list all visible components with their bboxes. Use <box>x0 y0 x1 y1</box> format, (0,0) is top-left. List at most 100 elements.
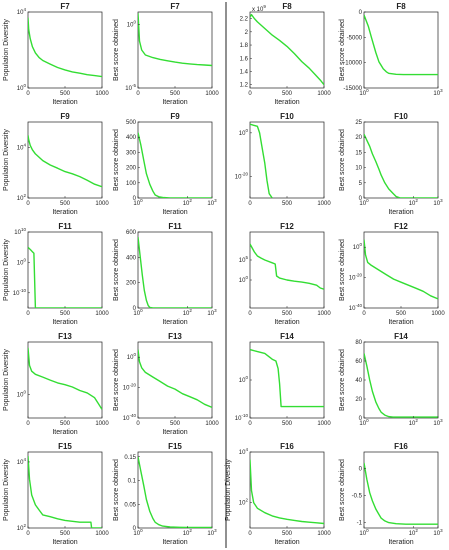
y-tick-label: 102 <box>17 193 27 202</box>
x-tick-label: 100 <box>133 528 143 537</box>
plot-frame <box>27 231 103 309</box>
x-axis-label: Iteration <box>162 539 187 546</box>
series-line <box>28 246 102 308</box>
series-line <box>28 347 102 410</box>
y-tick-label: 10-20 <box>235 171 249 180</box>
x-tick-label: 103 <box>207 528 217 537</box>
panel-title: F13 <box>58 332 72 341</box>
series-line <box>28 135 102 188</box>
y-tick-label: 10-40 <box>123 413 137 422</box>
y-tick-label: 1.2 <box>240 83 249 89</box>
series-line <box>364 133 438 198</box>
series-line <box>364 462 438 525</box>
y-tick-label: 10-10 <box>235 413 249 422</box>
x-tick-label: 100 <box>359 88 369 97</box>
panel-title: F14 <box>280 332 294 341</box>
x-tick-label: 500 <box>282 531 293 537</box>
y-tick-label: 5 <box>359 181 363 187</box>
x-tick-label: 1000 <box>95 531 109 537</box>
panel-title: F7 <box>170 2 180 11</box>
y-tick-label: 0 <box>359 466 363 472</box>
x-tick-label: 500 <box>60 421 71 427</box>
x-tick-label: 500 <box>282 421 293 427</box>
x-tick-label: 0 <box>136 91 140 97</box>
plot-frame <box>363 11 439 89</box>
y-tick-label: 100 <box>126 181 137 187</box>
x-tick-label: 100 <box>359 418 369 427</box>
y-tick-label: 0.1 <box>128 479 137 485</box>
y-axis-label: Best score obtained <box>339 239 346 301</box>
x-tick-label: 1000 <box>95 311 109 317</box>
x-axis-label: Iteration <box>162 209 187 216</box>
y-tick-label: 0.05 <box>124 502 136 508</box>
panel-F11-best: 100 102 103 0 200 400 600 F11 Iteration Best scor… <box>113 222 217 326</box>
x-tick-label: 1000 <box>95 201 109 207</box>
x-axis-label: Iteration <box>388 209 413 216</box>
y-tick-label: 300 <box>126 150 137 156</box>
y-tick-label: 100 <box>127 20 137 29</box>
panel-title: F11 <box>168 222 182 231</box>
y-tick-label: 2.2 <box>240 17 249 23</box>
y-axis-label: Population Diversity <box>225 459 232 521</box>
x-axis-label: Iteration <box>162 429 187 436</box>
y-axis-label: Best score obtained <box>113 129 120 191</box>
plot-frame <box>27 121 103 199</box>
y-tick-label: 100 <box>239 375 249 384</box>
plot-frame <box>249 121 325 199</box>
series-line <box>28 17 102 78</box>
x-tick-label: 0 <box>136 421 140 427</box>
y-axis-label: Best score obtained <box>113 19 120 81</box>
y-axis-label: Best score obtained <box>113 239 120 301</box>
x-axis-label: Iteration <box>52 429 77 436</box>
x-tick-label: 500 <box>170 91 181 97</box>
y-tick-label: 1.4 <box>240 69 249 75</box>
x-tick-label: 103 <box>207 198 217 207</box>
y-tick-label: 10 <box>355 166 362 172</box>
x-tick-label: 0 <box>248 201 252 207</box>
panel-F16-div: 0 500 1000 102 104 F16 Iteration Population Div… <box>225 442 331 546</box>
panel-F8-best: 100 103 0 -5000 -10000 -15000 F8 Best score obt… <box>339 2 443 97</box>
y-tick-label: 100 <box>239 128 249 137</box>
series-line <box>250 459 324 525</box>
x-axis-label: Iteration <box>162 319 187 326</box>
y-tick-label: 80 <box>355 340 362 346</box>
panel-F11-div: 0 500 1000 10-10 100 1010 F11 Iteration Populati… <box>3 222 109 326</box>
x-axis-label: Iteration <box>52 319 77 326</box>
x-tick-label: 102 <box>183 308 193 317</box>
x-axis-label: Iteration <box>274 319 299 326</box>
plot-frame <box>363 231 439 309</box>
y-tick-label: 200 <box>126 281 137 287</box>
y-tick-label: 400 <box>126 135 137 141</box>
panel-title: F16 <box>394 442 408 451</box>
x-tick-label: 500 <box>282 311 293 317</box>
y-tick-label: 40 <box>355 378 362 384</box>
plot-frame <box>249 11 325 89</box>
x-tick-label: 500 <box>170 421 181 427</box>
x-tick-label: 1000 <box>317 531 331 537</box>
panel-title: F10 <box>394 112 408 121</box>
y-tick-label: -1 <box>357 521 363 527</box>
y-tick-label: 100 <box>17 257 27 266</box>
x-tick-label: 1000 <box>95 91 109 97</box>
panel-title: F9 <box>170 112 180 121</box>
x-tick-label: 103 <box>433 528 443 537</box>
panel-title: F13 <box>168 332 182 341</box>
y-axis-label: Best score obtained <box>339 19 346 81</box>
x-tick-label: 102 <box>409 198 419 207</box>
y-tick-label: 0 <box>359 416 363 422</box>
x-tick-label: 500 <box>396 311 407 317</box>
y-tick-label: -15000 <box>343 86 362 92</box>
panel-F15-best: 100 102 103 0 0.05 0.1 0.15 F15 Iteration Best sc… <box>113 442 217 546</box>
x-tick-label: 1000 <box>317 311 331 317</box>
panel-title: F15 <box>58 442 72 451</box>
panel-F16-best: 100 102 103 -1 -0.5 0 F16 Iteration Best score o… <box>339 442 443 546</box>
x-tick-label: 500 <box>60 91 71 97</box>
panel-title: F8 <box>282 2 292 11</box>
x-tick-label: 1000 <box>205 91 219 97</box>
y-tick-label: 100 <box>17 83 27 92</box>
plot-frame <box>137 341 213 419</box>
x-tick-label: 0 <box>26 531 30 537</box>
y-tick-label: 20 <box>355 397 362 403</box>
panel-title: F11 <box>58 222 72 231</box>
y-tick-label: 200 <box>126 166 137 172</box>
